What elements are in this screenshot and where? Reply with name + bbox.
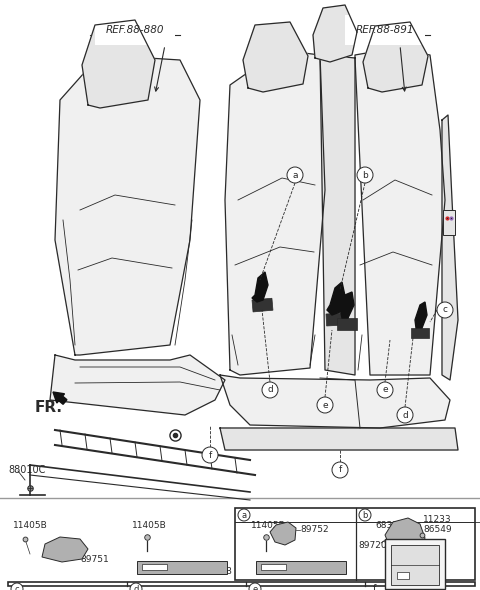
Polygon shape <box>42 537 88 562</box>
Bar <box>391 545 439 585</box>
Text: 86549: 86549 <box>423 526 452 535</box>
Text: 89751: 89751 <box>80 555 109 563</box>
Text: f: f <box>338 466 342 474</box>
Circle shape <box>437 302 453 318</box>
Polygon shape <box>355 48 445 375</box>
Polygon shape <box>55 55 200 355</box>
Text: 89720A: 89720A <box>358 540 393 549</box>
Polygon shape <box>225 50 325 375</box>
Text: 11405B: 11405B <box>302 563 337 572</box>
Text: 89898B: 89898B <box>197 566 232 575</box>
Text: c: c <box>15 585 19 590</box>
Polygon shape <box>327 282 345 315</box>
Text: 11405B: 11405B <box>13 520 48 529</box>
Circle shape <box>332 462 348 478</box>
Text: f: f <box>373 584 376 590</box>
Circle shape <box>317 397 333 413</box>
Polygon shape <box>220 428 458 450</box>
Bar <box>235 508 475 580</box>
Polygon shape <box>385 518 425 558</box>
Polygon shape <box>313 5 357 62</box>
Text: 88010C: 88010C <box>8 465 46 475</box>
Circle shape <box>397 407 413 423</box>
Circle shape <box>202 447 218 463</box>
Text: REF.88-880: REF.88-880 <box>106 25 164 35</box>
Polygon shape <box>415 302 427 328</box>
Text: 68332A: 68332A <box>375 520 410 529</box>
Circle shape <box>377 382 393 398</box>
Circle shape <box>357 167 373 183</box>
Text: e: e <box>252 585 258 590</box>
Circle shape <box>287 167 303 183</box>
Bar <box>326 313 348 326</box>
Text: FR.: FR. <box>35 401 63 415</box>
Bar <box>411 328 429 338</box>
FancyArrow shape <box>53 392 67 404</box>
Text: 11405B: 11405B <box>251 520 286 529</box>
Text: d: d <box>402 411 408 419</box>
Text: e: e <box>382 385 388 395</box>
Bar <box>443 210 455 235</box>
Circle shape <box>130 583 142 590</box>
Text: d: d <box>267 385 273 395</box>
Polygon shape <box>137 561 227 574</box>
Polygon shape <box>363 22 428 92</box>
Circle shape <box>359 509 371 521</box>
Text: 11233: 11233 <box>423 516 452 525</box>
Polygon shape <box>270 522 296 545</box>
Polygon shape <box>320 55 355 375</box>
Polygon shape <box>243 22 308 92</box>
Polygon shape <box>50 355 225 415</box>
Polygon shape <box>442 115 458 380</box>
Text: a: a <box>292 171 298 179</box>
Bar <box>261 564 286 570</box>
Text: d: d <box>133 585 139 590</box>
Text: 11405B: 11405B <box>132 520 167 529</box>
Circle shape <box>249 583 261 590</box>
Bar <box>397 572 409 579</box>
Circle shape <box>262 382 278 398</box>
Text: 89752: 89752 <box>300 526 329 535</box>
Text: REF.88-891: REF.88-891 <box>356 25 414 35</box>
Bar <box>337 318 357 330</box>
Text: b: b <box>362 171 368 179</box>
Text: e: e <box>322 401 328 409</box>
Polygon shape <box>340 292 354 318</box>
Circle shape <box>238 509 250 521</box>
Text: c: c <box>443 306 447 314</box>
Bar <box>252 299 273 312</box>
Text: a: a <box>241 510 247 520</box>
Text: 89795: 89795 <box>311 566 340 575</box>
Polygon shape <box>220 375 450 428</box>
Polygon shape <box>256 561 346 574</box>
Polygon shape <box>82 20 155 108</box>
Circle shape <box>11 583 23 590</box>
Bar <box>142 564 167 570</box>
Text: b: b <box>362 510 368 520</box>
Polygon shape <box>252 272 268 302</box>
Bar <box>385 539 445 589</box>
Text: f: f <box>208 451 212 460</box>
Bar <box>8 582 475 586</box>
